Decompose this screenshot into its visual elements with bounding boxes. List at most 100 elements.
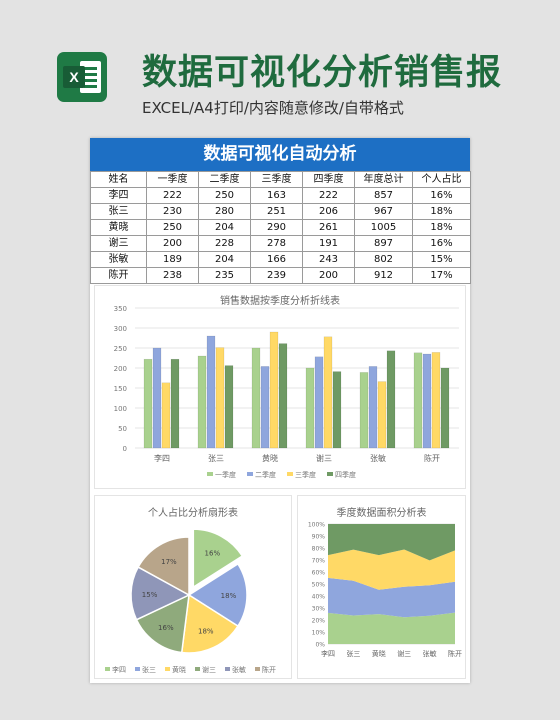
table-cell[interactable]: 222 (302, 187, 355, 204)
table-cell[interactable]: 802 (354, 251, 413, 268)
bar-mark (440, 367, 450, 449)
pie-data-label: 17% (161, 558, 177, 566)
sales-table: 姓名 一季度 二季度 三季度 四季度 年度总计 个人占比 李四 222 250 163… (90, 171, 471, 284)
bar-mark (215, 347, 225, 449)
table-cell[interactable]: 166 (250, 251, 303, 268)
col-q1-header[interactable]: 一季度 (146, 171, 199, 188)
bar-y-tick-label: 350 (114, 305, 127, 313)
table-cell[interactable]: 黄晓 (90, 219, 147, 236)
area-band (328, 612, 455, 644)
table-cell[interactable]: 251 (250, 203, 303, 220)
bar-mark (413, 352, 423, 449)
excel-logo-letter: X (63, 66, 85, 88)
table-cell[interactable]: 290 (250, 219, 303, 236)
pie-legend-swatch (225, 667, 230, 671)
bar-mark (422, 353, 432, 449)
table-row: 陈开 238 235 239 200 912 17% (90, 267, 471, 284)
table-cell[interactable]: 238 (146, 267, 199, 284)
table-cell[interactable]: 278 (250, 235, 303, 252)
table-cell[interactable]: 280 (198, 203, 251, 220)
table-cell[interactable]: 17% (412, 267, 471, 284)
table-cell[interactable]: 250 (198, 187, 251, 204)
pie-data-label: 16% (205, 550, 221, 558)
table-cell[interactable]: 189 (146, 251, 199, 268)
pie-chart-title: 个人占比分析扇形表 (148, 508, 238, 519)
col-name-header[interactable]: 姓名 (90, 171, 147, 188)
area-band (328, 524, 455, 561)
bar-legend-label: 四季度 (335, 470, 356, 479)
bar-x-tick-label: 张三 (208, 454, 224, 463)
sheet-title: 数据可视化自动分析 (90, 138, 470, 171)
table-cell[interactable]: 243 (302, 251, 355, 268)
area-x-tick-label: 黄晓 (372, 649, 386, 658)
table-cell[interactable]: 228 (198, 235, 251, 252)
col-q4-header[interactable]: 四季度 (302, 171, 355, 188)
table-cell[interactable]: 857 (354, 187, 413, 204)
pie-data-label: 15% (142, 591, 158, 599)
area-x-tick-label: 张三 (346, 649, 360, 658)
table-cell[interactable]: 16% (412, 187, 471, 204)
page-subtitle: EXCEL/A4打印/内容随意修改/自带格式 (142, 99, 404, 117)
bar-y-tick-label: 0 (123, 445, 127, 453)
table-cell[interactable]: 陈开 (90, 267, 147, 284)
table-cell[interactable]: 200 (302, 267, 355, 284)
table-row: 谢三 200 228 278 191 897 16% (90, 235, 471, 252)
table-cell[interactable]: 967 (354, 203, 413, 220)
bar-mark (386, 350, 396, 449)
table-cell[interactable]: 235 (198, 267, 251, 284)
col-q2-header[interactable]: 二季度 (198, 171, 251, 188)
table-cell[interactable]: 谢三 (90, 235, 147, 252)
area-y-tick-label: 60% (312, 570, 326, 577)
table-cell[interactable]: 250 (146, 219, 199, 236)
bar-mark (332, 371, 342, 449)
table-cell[interactable]: 15% (412, 251, 471, 268)
table-cell[interactable]: 18% (412, 219, 471, 236)
bar-mark (305, 367, 315, 449)
table-cell[interactable]: 206 (302, 203, 355, 220)
table-cell[interactable]: 230 (146, 203, 199, 220)
col-total-header[interactable]: 年度总计 (354, 171, 413, 188)
table-cell[interactable]: 912 (354, 267, 413, 284)
table-cell[interactable]: 204 (198, 251, 251, 268)
bar-mark (269, 331, 279, 449)
area-band (328, 549, 455, 590)
table-cell[interactable]: 1005 (354, 219, 413, 236)
sheet-page-icon (80, 61, 101, 93)
page-title: 数据可视化分析销售报 (142, 53, 503, 93)
bar-x-tick-label: 陈开 (424, 453, 440, 463)
bar-y-tick-label: 300 (114, 325, 127, 333)
table-cell[interactable]: 163 (250, 187, 303, 204)
table-cell[interactable]: 222 (146, 187, 199, 204)
area-chart-title: 季度数据面积分析表 (336, 508, 427, 519)
table-cell[interactable]: 16% (412, 235, 471, 252)
bar-mark (170, 358, 180, 449)
bar-legend-label: 三季度 (295, 470, 316, 479)
bar-y-tick-label: 50 (118, 425, 127, 433)
col-share-header[interactable]: 个人占比 (412, 171, 471, 188)
header: X 数据可视化分析销售报 EXCEL/A4打印/内容随意修改/自带格式 (0, 0, 560, 130)
pie-slice (180, 593, 240, 654)
table-cell[interactable]: 897 (354, 235, 413, 252)
pie-data-label: 16% (158, 624, 174, 632)
bar-mark (260, 366, 270, 449)
bar-y-tick-label: 250 (114, 345, 127, 353)
table-cell[interactable]: 张敏 (90, 251, 147, 268)
table-cell[interactable]: 张三 (90, 203, 147, 220)
bar-legend-swatch (327, 472, 333, 476)
bar-mark (314, 356, 324, 449)
pie-slice (192, 528, 244, 589)
pie-legend-swatch (105, 667, 110, 671)
bar-mark (278, 343, 288, 449)
bar-y-tick-label: 100 (114, 405, 127, 413)
table-cell[interactable]: 200 (146, 235, 199, 252)
area-y-tick-label: 70% (312, 558, 326, 565)
bar-mark (143, 358, 153, 449)
col-q3-header[interactable]: 三季度 (250, 171, 303, 188)
pie-legend-label: 陈开 (262, 665, 276, 674)
table-cell[interactable]: 239 (250, 267, 303, 284)
table-cell[interactable]: 李四 (90, 187, 147, 204)
table-cell[interactable]: 204 (198, 219, 251, 236)
table-cell[interactable]: 18% (412, 203, 471, 220)
table-cell[interactable]: 261 (302, 219, 355, 236)
table-cell[interactable]: 191 (302, 235, 355, 252)
